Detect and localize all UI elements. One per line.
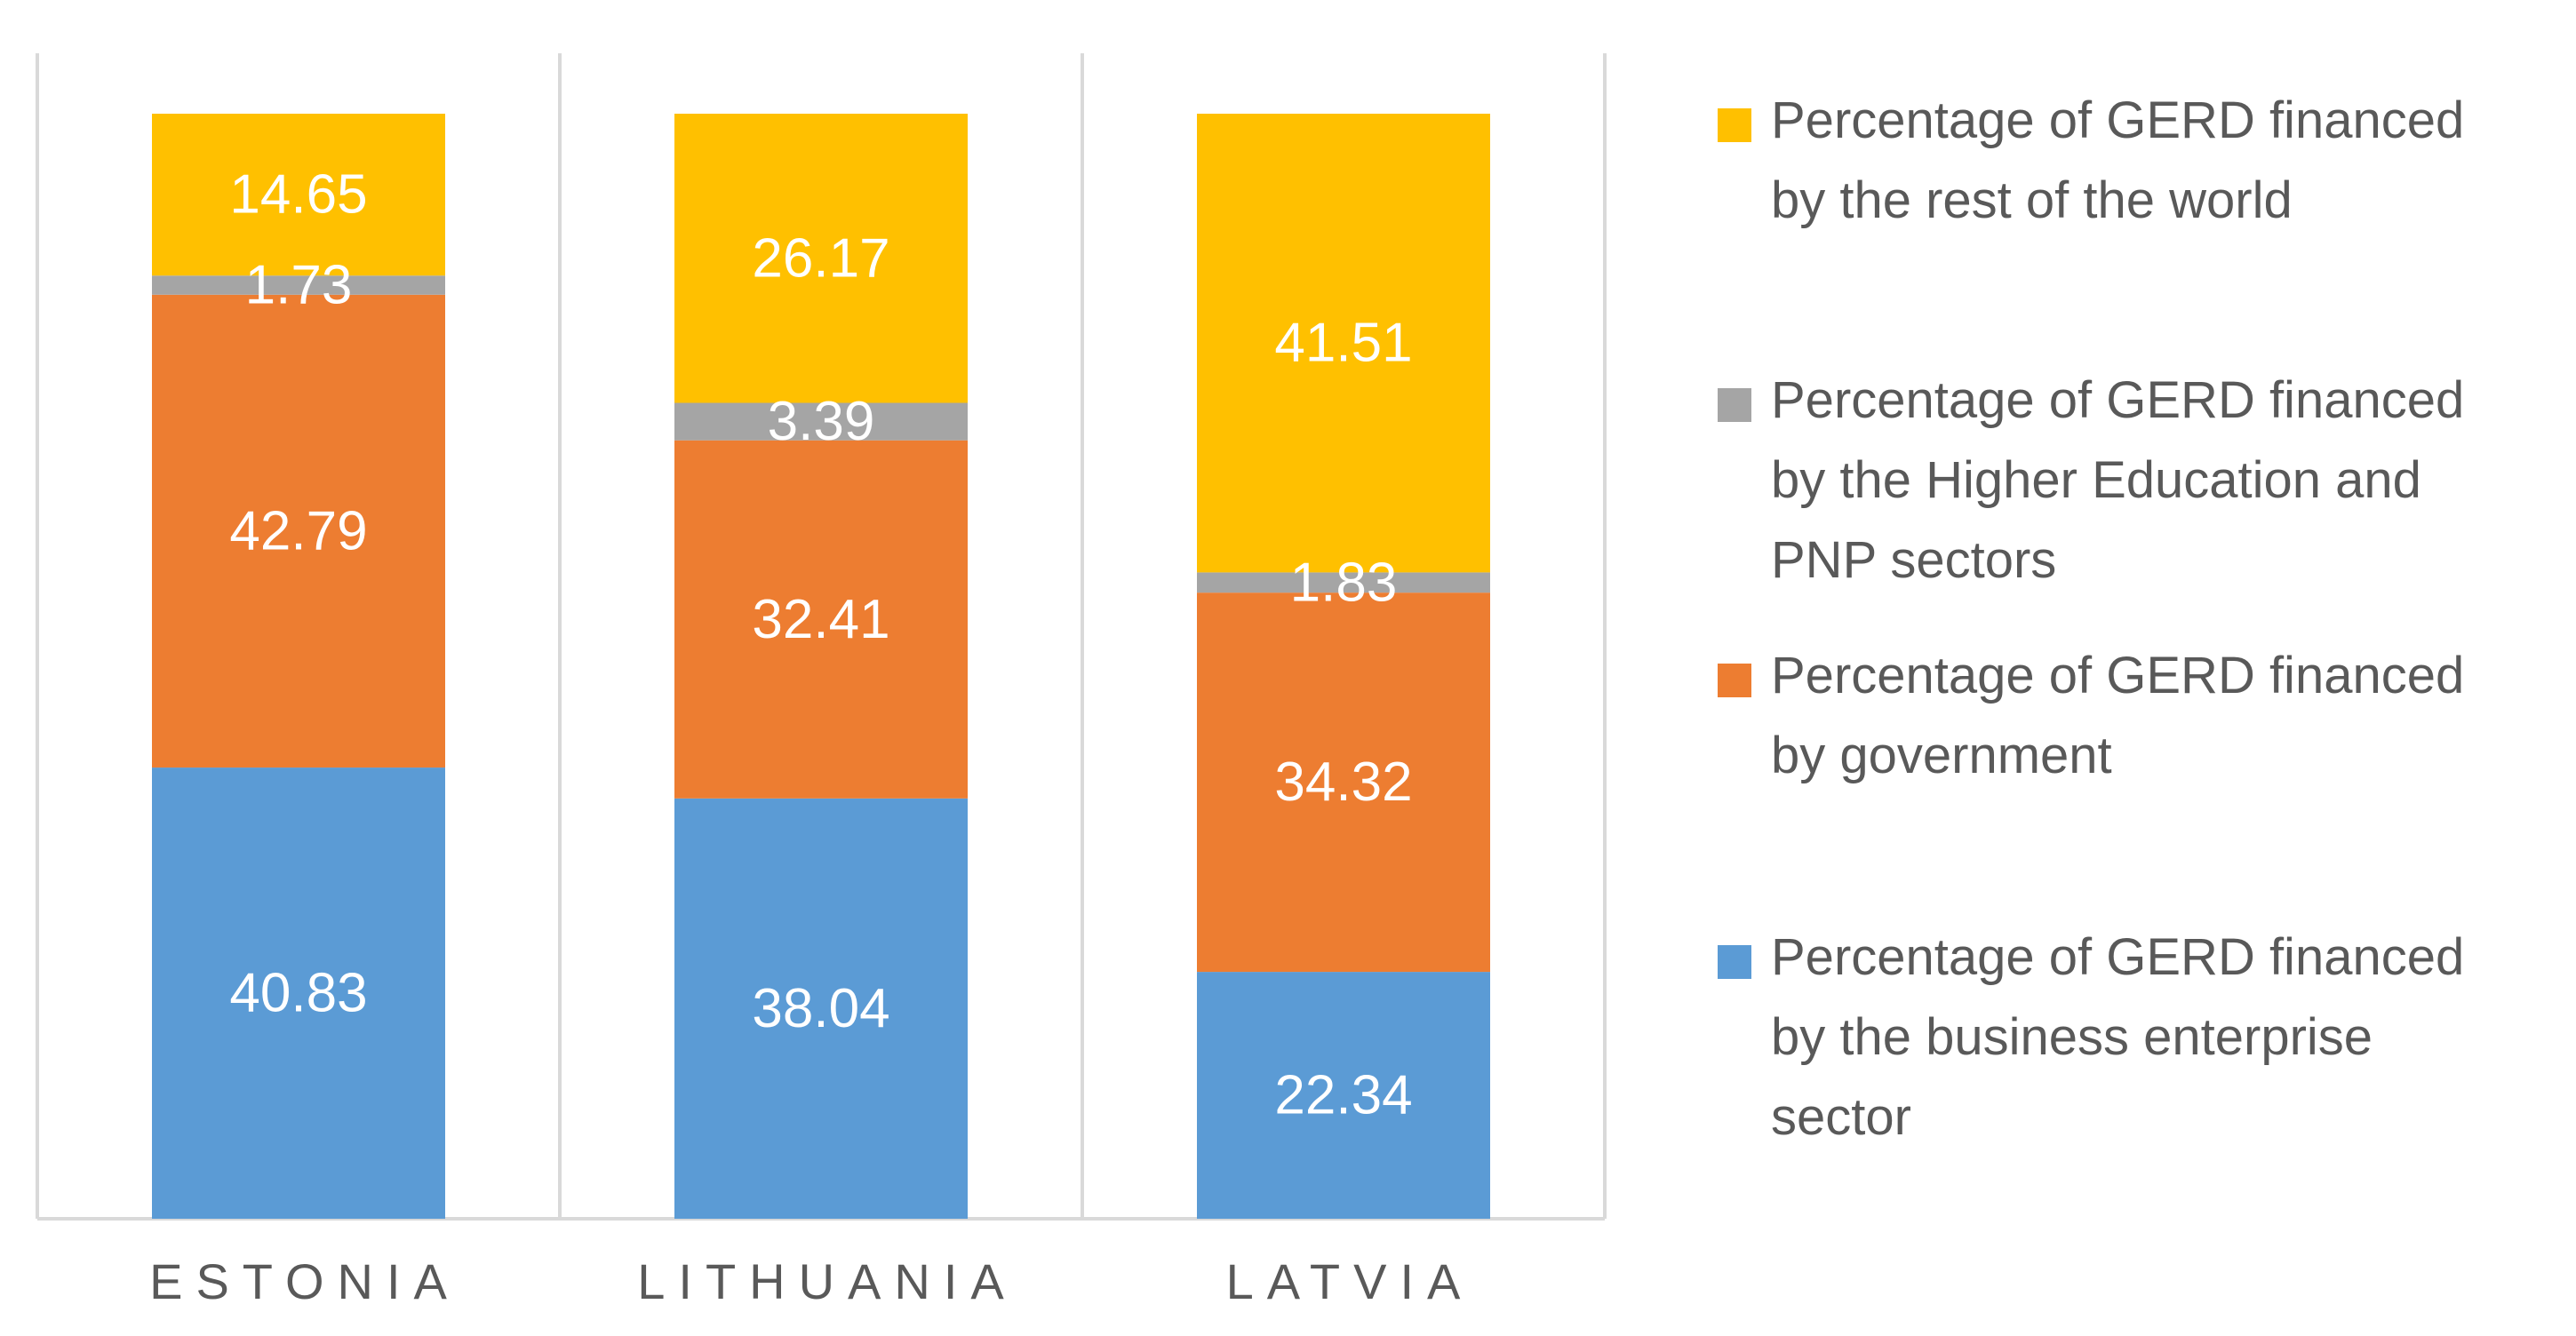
legend-label-line: Percentage of GERD financed [1771,371,2464,429]
legend-item-2: Percentage of GERD financed by government [1718,647,2464,784]
legend-item-1: Percentage of GERD financed by the busine… [1718,928,2464,1146]
value-label: 1.83 [1290,552,1398,613]
legend-label-line: Percentage of GERD financed [1771,928,2464,986]
legend-label-line: sector [1771,1088,1911,1146]
value-label: 22.34 [1274,1065,1412,1126]
value-label: 26.17 [752,227,889,289]
value-label: 38.04 [752,978,889,1039]
value-label: 40.83 [229,963,367,1024]
legend-label-line: Percentage of GERD financed [1771,647,2464,704]
bar-segment-latvia-1 [1197,972,1490,1219]
bar-segment-estonia-1 [152,767,445,1219]
legend-label-line: by the Higher Education and [1771,451,2421,509]
bar-segment-lithuania-2 [674,440,968,799]
category-label-lithuania: LITHUANIA [637,1253,1017,1309]
bar-segment-lithuania-3 [674,402,968,441]
category-labels: ESTONIA LITHUANIA LATVIA [149,1253,1474,1309]
legend-item-4: Percentage of GERD financed by the rest o… [1718,91,2464,229]
value-label: 41.51 [1274,313,1412,374]
bar-segment-lithuania-4 [674,114,968,403]
bar-segment-latvia-4 [1197,114,1490,573]
value-labels: 40.83 42.79 1.73 14.65 38.04 32.41 3.39 26.17 22… [229,164,1412,1126]
category-label-latvia: LATVIA [1226,1253,1474,1309]
legend-item-3: Percentage of GERD financed by the Higher… [1718,371,2464,589]
legend-label-line: by the rest of the world [1771,171,2293,229]
legend-swatch [1718,388,1751,422]
bar-segment-latvia-2 [1197,592,1490,973]
legend: Percentage of GERD financed by the rest o… [1718,91,2464,1146]
legend-swatch [1718,108,1751,142]
legend-swatch [1718,664,1751,697]
value-label: 34.32 [1274,752,1412,813]
bar-segment-latvia-3 [1197,572,1490,593]
bar-segment-estonia-3 [152,275,445,295]
value-label: 32.41 [752,589,889,650]
bars [152,114,1490,1219]
legend-label-line: Percentage of GERD financed [1771,91,2464,149]
bar-segment-estonia-2 [152,294,445,768]
legend-swatch [1718,945,1751,979]
bar-segment-estonia-4 [152,114,445,276]
value-label: 1.73 [245,255,353,316]
value-label: 14.65 [229,164,367,226]
value-label: 42.79 [229,500,367,561]
bar-segment-lithuania-1 [674,798,968,1219]
category-label-estonia: ESTONIA [149,1253,460,1309]
legend-label-line: by government [1771,727,2112,784]
legend-label-line: PNP sectors [1771,531,2056,589]
legend-label-line: by the business enterprise [1771,1008,2373,1066]
value-label: 3.39 [768,391,875,452]
